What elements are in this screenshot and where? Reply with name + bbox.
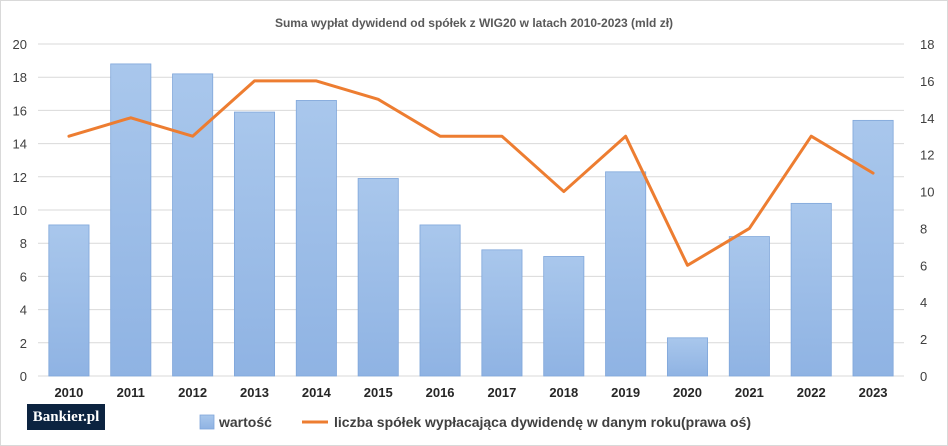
bar-2019 [605, 171, 647, 377]
line-series-path [67, 79, 875, 267]
y-right-tick-label: 10 [920, 185, 934, 200]
y-left-tick-label: 16 [13, 103, 27, 118]
bar-2016 [419, 224, 461, 377]
y-left-tick-label: 10 [13, 203, 27, 218]
y-right-tick-label: 18 [920, 37, 934, 52]
x-tick-label: 2020 [673, 385, 702, 400]
bar-2011 [110, 63, 152, 377]
y-left-tick-label: 12 [13, 170, 27, 185]
y-right-tick-label: 0 [920, 369, 927, 384]
legend-label-bar: wartość [218, 414, 272, 430]
y-right-tick-label: 6 [920, 258, 927, 273]
x-tick-label: 2018 [549, 385, 578, 400]
legend: wartość liczba spółek wypłacająca dywide… [199, 414, 751, 430]
x-tick-label: 2023 [859, 385, 888, 400]
y-right-tick-label: 16 [920, 74, 934, 89]
x-tick-label: 2013 [240, 385, 269, 400]
bar-2015 [357, 178, 399, 377]
line-series [67, 79, 875, 267]
bar-2013 [233, 111, 276, 377]
y-right-tick-label: 2 [920, 332, 927, 347]
legend-label-line: liczba spółek wypłacająca dywidendę w da… [334, 414, 751, 430]
y-left-tick-label: 6 [20, 269, 27, 284]
chart-title: Suma wypłat dywidend od spółek z WIG20 w… [275, 16, 673, 30]
bar-2014 [295, 100, 337, 377]
y-left-tick-label: 18 [13, 70, 27, 85]
y-left-tick-label: 4 [20, 303, 27, 318]
bar-2010 [48, 224, 90, 377]
x-tick-label: 2011 [117, 385, 145, 400]
y-left-tick-label: 14 [13, 137, 27, 152]
axis-ticks: 0 2 4 6 8 10 12 14 16 18 20 0 2 4 6 8 10 12 14 16 18 2010 2011… [13, 37, 935, 400]
x-tick-label: 2012 [178, 385, 207, 400]
bar-2023 [852, 119, 894, 377]
bankier-logo: Bankier.pl [27, 404, 105, 430]
y-right-tick-label: 4 [920, 295, 927, 310]
x-tick-label: 2022 [797, 385, 826, 400]
grid-lines [38, 43, 904, 377]
bar-2018 [543, 256, 585, 377]
x-tick-label: 2017 [487, 385, 516, 400]
y-right-tick-label: 12 [920, 148, 934, 163]
y-left-tick-label: 2 [20, 336, 27, 351]
y-left-tick-label: 0 [20, 369, 27, 384]
x-tick-label: 2015 [364, 385, 393, 400]
bar-2012 [172, 73, 214, 377]
x-tick-label: 2021 [735, 385, 764, 400]
bar-2021 [728, 236, 770, 377]
y-right-tick-label: 14 [920, 111, 934, 126]
bar-2017 [481, 249, 523, 377]
legend-swatch-bar [199, 414, 215, 430]
bar-2022 [790, 202, 832, 377]
x-tick-label: 2019 [611, 385, 640, 400]
x-tick-label: 2014 [302, 385, 332, 400]
y-left-tick-label: 20 [13, 37, 27, 52]
x-tick-label: 2016 [426, 385, 455, 400]
bar-series [48, 63, 894, 377]
y-right-tick-label: 8 [920, 221, 927, 236]
y-left-tick-label: 8 [20, 236, 27, 251]
x-tick-label: 2010 [54, 385, 83, 400]
bar-2020 [666, 337, 709, 377]
